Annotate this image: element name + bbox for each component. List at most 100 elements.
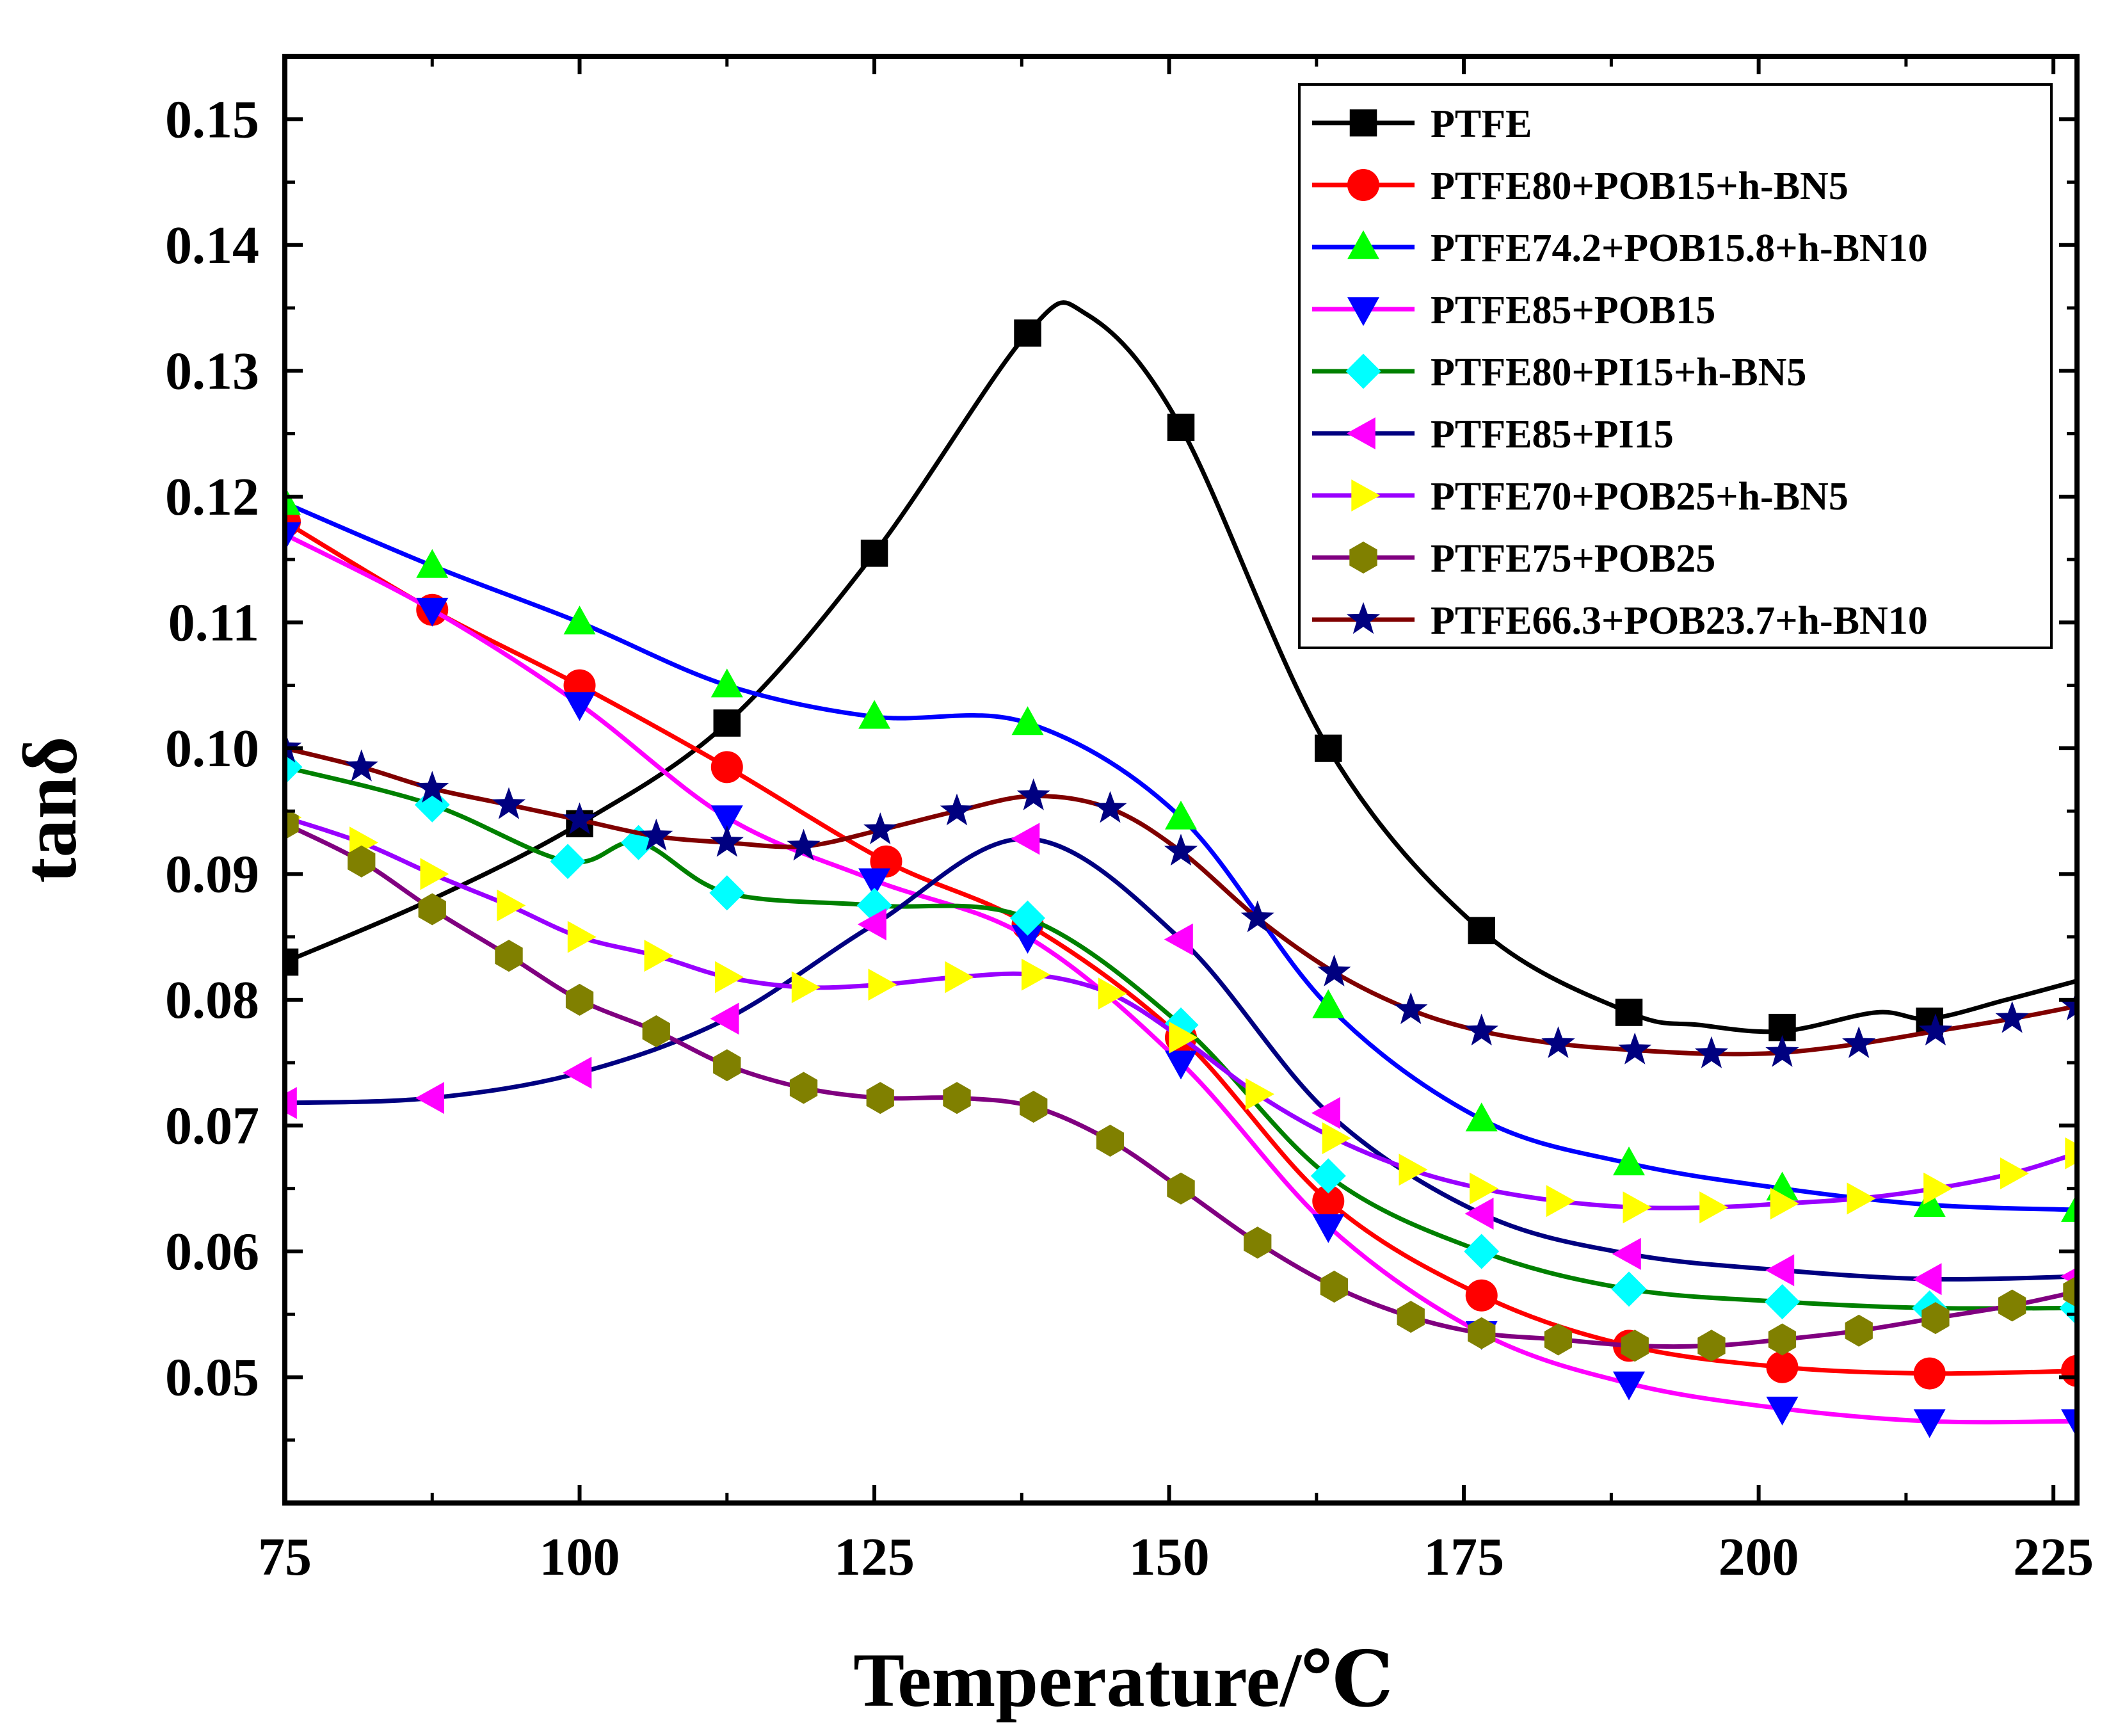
data-point: [1612, 1237, 1641, 1270]
data-point: [789, 1072, 818, 1104]
data-point: [1623, 1191, 1652, 1224]
data-point: [416, 549, 449, 578]
data-point: [1699, 1191, 1729, 1224]
data-point: [285, 522, 301, 551]
data-point: [1765, 1284, 1800, 1320]
data-point: [285, 948, 299, 976]
data-point: [1465, 1279, 1498, 1312]
legend-label: PTFE74.2+POB15.8+h-BN10: [1431, 227, 1928, 270]
data-point: [1315, 734, 1342, 762]
x-tick-label: 225: [2013, 1527, 2094, 1587]
data-point: [1322, 1122, 1351, 1155]
x-tick-label: 200: [1719, 1527, 1799, 1587]
data-point: [1310, 1158, 1346, 1194]
data-point: [644, 940, 673, 972]
data-point: [1464, 1198, 1494, 1230]
legend-marker: [1351, 479, 1381, 511]
data-point: [642, 1015, 670, 1047]
data-point: [2065, 1137, 2077, 1169]
data-point: [1397, 1301, 1425, 1333]
data-point: [420, 858, 449, 890]
legend-label: PTFE: [1431, 102, 1532, 146]
data-point: [563, 606, 596, 635]
data-point: [1167, 414, 1195, 441]
data-point: [1464, 1234, 1500, 1269]
data-point: [1611, 1271, 1647, 1307]
data-point: [1544, 1323, 1573, 1356]
data-point: [1020, 1091, 1048, 1123]
y-tick-label: 0.07: [165, 1096, 259, 1155]
data-point: [495, 940, 523, 972]
x-tick-label: 125: [834, 1527, 915, 1587]
data-point: [1244, 1226, 1272, 1259]
data-point: [1766, 1351, 1799, 1383]
data-point: [858, 700, 891, 729]
data-point: [1765, 1254, 1795, 1287]
data-point: [565, 983, 594, 1016]
data-point: [1165, 1050, 1197, 1080]
data-point: [1845, 1314, 1873, 1347]
series-5: [285, 823, 2077, 1296]
data-point: [1165, 800, 1197, 830]
data-point: [858, 868, 891, 897]
data-point: [713, 1049, 741, 1082]
data-point: [1613, 1146, 1645, 1176]
data-point: [715, 961, 744, 993]
data-point: [1913, 1409, 1946, 1438]
data-point: [787, 828, 821, 861]
data-point: [1011, 924, 1044, 954]
data-point: [1847, 1182, 1876, 1215]
data-point: [1011, 823, 1040, 855]
data-point: [1022, 958, 1050, 991]
data-point: [1093, 791, 1127, 823]
data-point: [344, 749, 378, 782]
data-point: [1399, 1153, 1428, 1186]
data-point: [863, 812, 897, 844]
data-point: [2000, 1157, 2029, 1190]
y-tick-label: 0.10: [165, 719, 259, 778]
data-point: [1312, 1214, 1345, 1243]
data-point: [418, 893, 446, 926]
series-line: [285, 300, 2077, 1034]
data-point: [1016, 778, 1050, 810]
data-point: [1164, 923, 1193, 956]
series-7: [285, 807, 2077, 1362]
y-tick-label: 0.08: [165, 970, 259, 1030]
data-point: [2063, 1275, 2077, 1308]
legend-label: PTFE66.3+POB23.7+h-BN10: [1431, 599, 1928, 643]
data-point: [415, 1082, 444, 1114]
data-point: [1541, 1026, 1575, 1058]
y-tick-label: 0.14: [165, 216, 259, 275]
data-point: [868, 968, 897, 1001]
data-point: [1164, 833, 1198, 866]
data-point: [1995, 1001, 2029, 1033]
series-8: [285, 730, 2077, 1068]
data-point: [639, 818, 673, 851]
data-point: [1468, 1317, 1496, 1349]
data-point: [1621, 1330, 1649, 1362]
axis-ticks: 75 100 125 150 175 200 225 0.05 0.06 0.07 0.08 0.09…: [165, 56, 2094, 1587]
data-point: [1246, 1078, 1274, 1111]
data-point: [1766, 1396, 1799, 1426]
data-point: [1240, 900, 1274, 933]
legend-marker: [1347, 297, 1379, 326]
y-tick-label: 0.11: [168, 593, 259, 652]
plot-area: [285, 300, 2077, 1438]
data-point: [414, 787, 450, 823]
data-point: [1613, 1371, 1645, 1401]
data-point: [497, 889, 526, 922]
x-tick-label: 75: [258, 1527, 312, 1587]
data-point: [1011, 706, 1044, 735]
legend-marker: [1349, 542, 1377, 574]
y-tick-label: 0.15: [165, 90, 259, 149]
data-point: [866, 1082, 894, 1114]
data-point: [1546, 1185, 1575, 1218]
data-point: [416, 597, 449, 627]
data-point: [567, 920, 597, 953]
data-point: [1468, 917, 1495, 945]
legend-marker: [1347, 169, 1379, 201]
data-point: [348, 845, 376, 878]
legend-marker: [1345, 353, 1381, 389]
series-line: [285, 821, 2077, 1349]
data-point: [1317, 954, 1351, 986]
